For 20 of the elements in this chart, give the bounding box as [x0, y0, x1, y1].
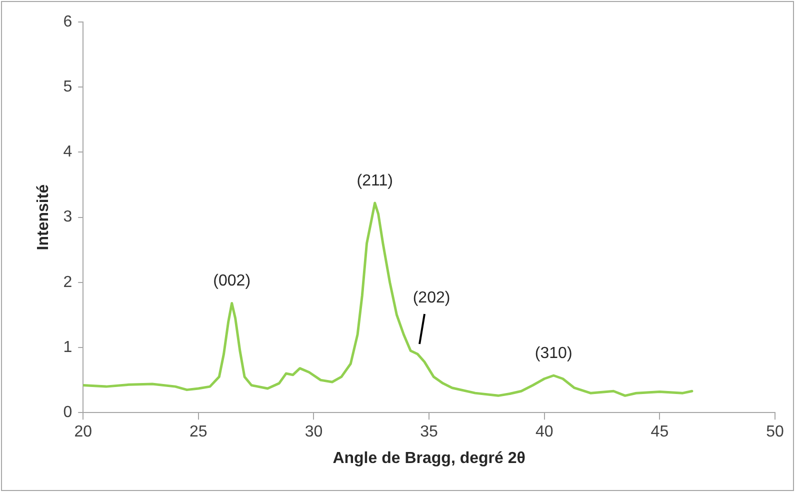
y-tick-label: 2 [63, 274, 72, 291]
x-tick-label: 20 [74, 424, 92, 441]
x-tick-label: 35 [420, 424, 438, 441]
annotation: (202) [412, 289, 450, 306]
annotation: (211) [356, 172, 393, 190]
y-tick-label: 5 [63, 78, 72, 96]
y-axis-title: Intensité [35, 184, 52, 250]
x-axis-title: Angle de Bragg, degré 2θ [332, 450, 526, 467]
y-tick-label: 1 [63, 338, 72, 356]
y-tick-label: 3 [63, 208, 72, 226]
annotation: (002) [213, 272, 251, 290]
x-tick-label: 50 [766, 424, 784, 441]
x-tick-label: 40 [535, 424, 554, 441]
x-tick-label: 25 [190, 424, 208, 441]
y-tick-label: 4 [63, 144, 72, 161]
y-tick-label: 6 [63, 13, 72, 30]
y-tick-label: 0 [63, 404, 72, 422]
annotation: (310) [534, 344, 572, 362]
x-tick-label: 30 [304, 424, 323, 441]
x-tick-label: 45 [650, 424, 669, 441]
